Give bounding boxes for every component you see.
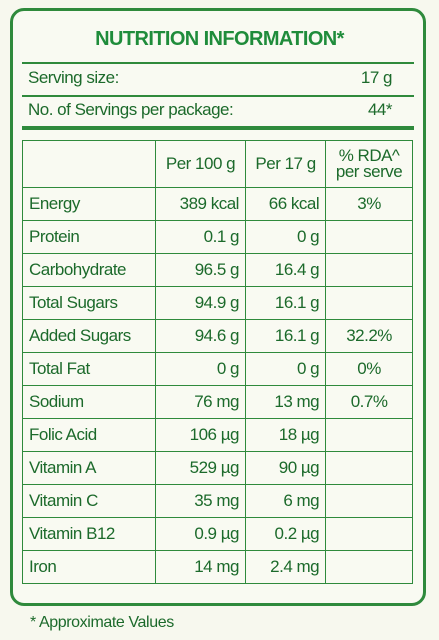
header-cell: Per 100 g xyxy=(155,140,246,188)
nutrient-name: Vitamin B12 xyxy=(22,517,156,551)
rda xyxy=(325,418,413,452)
nutrient-row: Vitamin B12 0.9 µg 0.2 µg xyxy=(22,517,413,551)
nutrient-name: Iron xyxy=(22,550,156,584)
per-100g: 0.9 µg xyxy=(155,517,246,551)
nutrient-row: Folic Acid 106 µg 18 µg xyxy=(22,418,413,452)
nutrient-row: Iron 14 mg 2.4 mg xyxy=(22,550,413,584)
per-100g: 389 kcal xyxy=(155,187,246,221)
header-cell: Per 17 g xyxy=(244,140,327,188)
nutrient-name: Total Fat xyxy=(22,352,156,386)
rule xyxy=(22,126,414,130)
rda xyxy=(325,451,413,485)
per-serve: 16.4 g xyxy=(244,253,327,287)
rda: 3% xyxy=(325,187,413,221)
per-serve: 16.1 g xyxy=(244,319,327,353)
per-serve: 16.1 g xyxy=(244,286,327,320)
nutrient-name: Added Sugars xyxy=(22,319,156,353)
rda xyxy=(325,484,413,518)
per-serve: 2.4 mg xyxy=(244,550,327,584)
header-line: per serve xyxy=(335,162,403,181)
rda xyxy=(325,550,413,584)
rule xyxy=(22,62,414,64)
serving-value: 44* xyxy=(367,100,393,119)
serving-row: Serving size: 17 g xyxy=(22,64,414,92)
rda xyxy=(325,253,413,287)
per-100g: 76 mg xyxy=(155,385,246,419)
serving-label: Serving size: xyxy=(28,68,119,87)
per-serve: 0.2 µg xyxy=(244,517,327,551)
nutrient-name: Carbohydrate xyxy=(22,253,156,287)
header-cell xyxy=(22,140,156,188)
nutrient-name: Sodium xyxy=(22,385,156,419)
nutrient-row: Added Sugars 94.6 g 16.1 g 32.2% xyxy=(22,319,413,353)
per-100g: 94.9 g xyxy=(155,286,246,320)
per-100g: 106 µg xyxy=(155,418,246,452)
rda xyxy=(325,517,413,551)
per-serve: 66 kcal xyxy=(244,187,327,221)
per-serve: 6 mg xyxy=(244,484,327,518)
nutrient-name: Vitamin A xyxy=(22,451,156,485)
serving-value: 17 g xyxy=(360,68,393,87)
rda xyxy=(325,220,413,254)
per-100g: 0 g xyxy=(155,352,246,386)
nutrient-name: Protein xyxy=(22,220,156,254)
per-100g: 14 mg xyxy=(155,550,246,584)
nutrition-table: Per 100 g Per 17 g % RDA^ per serve Energ… xyxy=(22,140,413,584)
nutrient-row: Energy 389 kcal 66 kcal 3% xyxy=(22,187,413,221)
nutrient-row: Vitamin A 529 µg 90 µg xyxy=(22,451,413,485)
header-row: Per 100 g Per 17 g % RDA^ per serve xyxy=(22,140,413,188)
nutrient-row: Carbohydrate 96.5 g 16.4 g xyxy=(22,253,413,287)
per-100g: 529 µg xyxy=(155,451,246,485)
header-cell: % RDA^ per serve xyxy=(325,140,413,188)
nutrient-row: Vitamin C 35 mg 6 mg xyxy=(22,484,413,518)
nutrient-name: Vitamin C xyxy=(22,484,156,518)
serving-label: No. of Servings per package: xyxy=(28,100,234,119)
rda: 0% xyxy=(325,352,413,386)
rda xyxy=(325,286,413,320)
nutrient-name: Folic Acid xyxy=(22,418,156,452)
footnote: * Approximate Values xyxy=(30,614,174,631)
per-100g: 96.5 g xyxy=(155,253,246,287)
rda: 0.7% xyxy=(325,385,413,419)
per-serve: 90 µg xyxy=(244,451,327,485)
per-100g: 35 mg xyxy=(155,484,246,518)
nutrient-name: Energy xyxy=(22,187,156,221)
header-line: % RDA^ xyxy=(338,146,400,165)
per-100g: 0.1 g xyxy=(155,220,246,254)
nutrient-row: Total Sugars 94.9 g 16.1 g xyxy=(22,286,413,320)
per-serve: 0 g xyxy=(244,352,327,386)
nutrient-row: Sodium 76 mg 13 mg 0.7% xyxy=(22,385,413,419)
per-serve: 0 g xyxy=(244,220,327,254)
per-100g: 94.6 g xyxy=(155,319,246,353)
per-serve: 18 µg xyxy=(244,418,327,452)
rda: 32.2% xyxy=(325,319,413,353)
serving-row: No. of Servings per package: 44* xyxy=(22,96,414,124)
title: NUTRITION INFORMATION* xyxy=(95,28,344,50)
rule xyxy=(22,95,414,97)
nutrient-name: Total Sugars xyxy=(22,286,156,320)
per-serve: 13 mg xyxy=(244,385,327,419)
